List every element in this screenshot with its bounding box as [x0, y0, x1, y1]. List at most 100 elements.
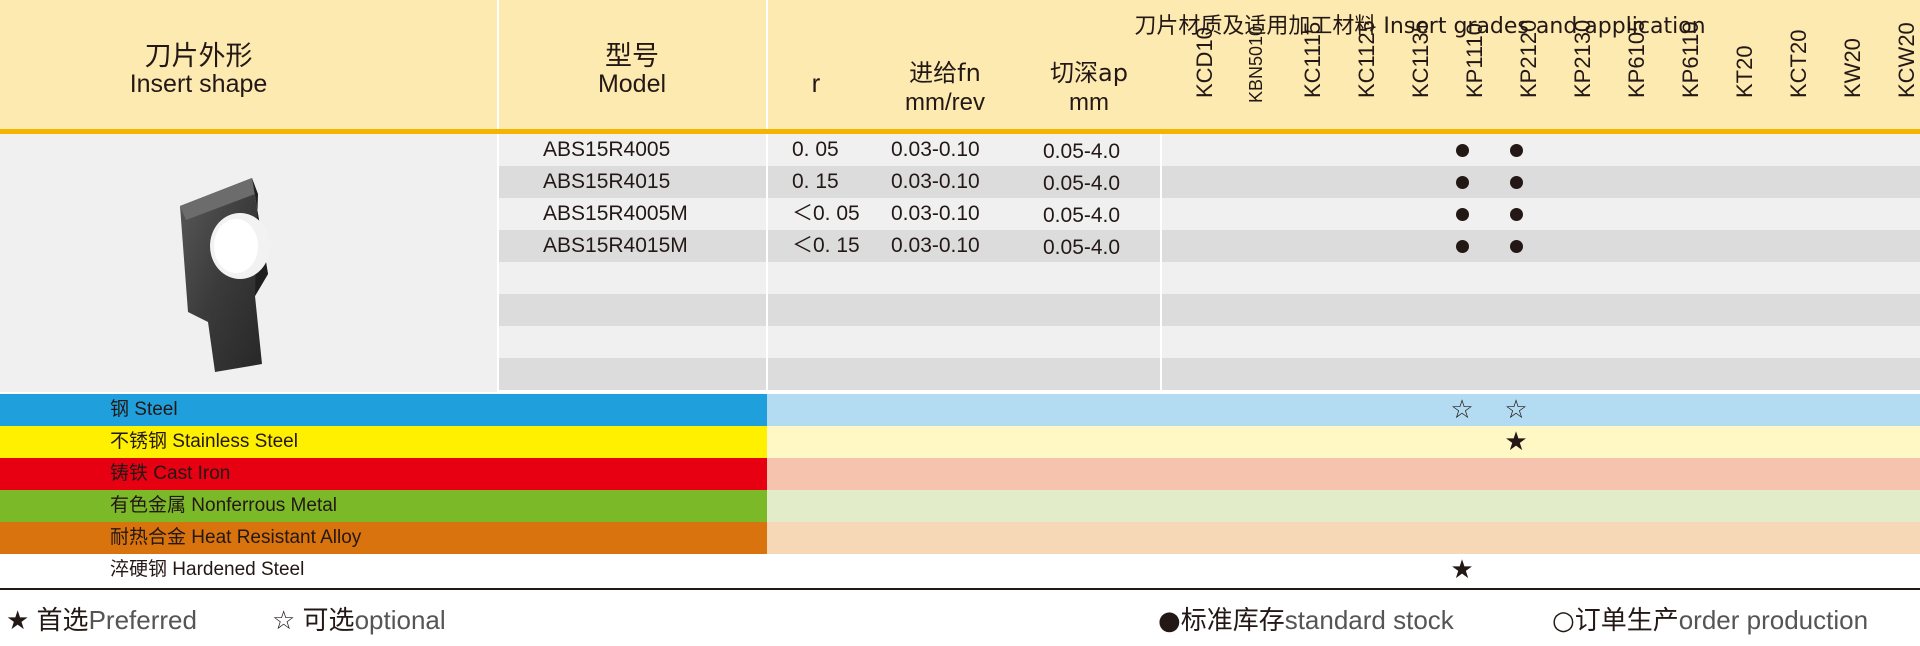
- grade-header: KCW20: [1867, 22, 1920, 126]
- grade-header: KP6105: [1597, 20, 1651, 126]
- grade-header-label: KC1115: [1300, 21, 1325, 98]
- feed-header: 进给fn: [909, 59, 981, 87]
- empty-row: [499, 358, 1920, 390]
- grade-header-label: KCW20: [1894, 22, 1919, 98]
- grade-header-label: KCD10: [1192, 27, 1217, 98]
- stock-dot-icon: [1509, 240, 1523, 253]
- grade-header-label: KCT20: [1786, 29, 1811, 98]
- grade-header: KP1110: [1435, 23, 1489, 126]
- legend-order: ○订单生产order production: [1552, 605, 1869, 636]
- grade-header: KBN5010: [1219, 26, 1273, 126]
- preferred-star-icon: ★: [1450, 555, 1474, 585]
- hollow-dot-icon: ○: [1552, 606, 1575, 636]
- material-grade-band: [767, 522, 1920, 554]
- material-label: 钢 Steel: [110, 399, 178, 420]
- feed-unit: mm/rev: [905, 89, 985, 116]
- grooving-insert-icon: [180, 178, 270, 372]
- stock-dot-icon: [1455, 144, 1469, 157]
- material-grade-band: [767, 554, 1920, 586]
- r-header: r: [811, 68, 821, 98]
- grade-header-label: KT20: [1732, 45, 1757, 98]
- grade-header: KW20: [1813, 38, 1867, 126]
- empty-row: [499, 326, 1920, 358]
- stock-dot-icon: [1509, 208, 1523, 221]
- table-row: ABS15R4005 0. 05 0.03-0.10 0.05-4.0: [499, 134, 1920, 166]
- grade-header-label: KBN5010: [1246, 25, 1266, 103]
- material-color-swatch: [0, 394, 767, 426]
- grade-header: KCD10: [1165, 27, 1219, 126]
- depth-unit: mm: [1069, 89, 1109, 116]
- table-row: ABS15R4015 0. 15 0.03-0.10 0.05-4.0: [499, 166, 1920, 198]
- material-color-swatch: [0, 522, 767, 554]
- empty-row: [499, 294, 1920, 326]
- empty-row: [499, 262, 1920, 294]
- depth-cell: 0.05-4.0: [1043, 172, 1121, 195]
- model-header-en: Model: [597, 70, 667, 98]
- material-row: 有色金属 Nonferrous Metal: [0, 490, 1920, 522]
- material-label: 不锈钢 Stainless Steel: [110, 431, 298, 452]
- material-row: 钢 Steel ☆ ☆: [0, 394, 1920, 426]
- legend-preferred: ★ 首选Preferred: [6, 605, 197, 636]
- grade-header-label: KP2130: [1570, 19, 1595, 98]
- r-cell: ＜0. 15: [792, 234, 860, 257]
- stock-dot-icon: [1509, 144, 1523, 157]
- material-color-swatch: [0, 554, 767, 586]
- optional-star-icon: ☆: [1450, 395, 1474, 425]
- grade-header: KT20: [1705, 45, 1759, 126]
- outline-star-icon: ☆: [272, 606, 296, 636]
- depth-cell: 0.05-4.0: [1043, 236, 1121, 259]
- insert-image-area: [0, 134, 497, 392]
- material-label: 有色金属 Nonferrous Metal: [110, 495, 338, 516]
- grade-header-label: KP6105: [1624, 19, 1649, 98]
- model-header-cn: 型号: [605, 41, 659, 72]
- filled-star-icon: ★: [6, 606, 30, 636]
- table-row: ABS15R4015M ＜0. 15 0.03-0.10 0.05-4.0: [499, 230, 1920, 262]
- legend-stock: ●标准库存standard stock: [1158, 605, 1454, 636]
- material-label: 淬硬钢 Hardened Steel: [110, 559, 305, 580]
- depth-header: 切深ap: [1050, 59, 1128, 87]
- table-row: ABS15R4005M ＜0. 05 0.03-0.10 0.05-4.0: [499, 198, 1920, 230]
- model-cell: ABS15R4005M: [543, 202, 688, 225]
- material-label: 铸铁 Cast Iron: [110, 463, 231, 484]
- grade-header-label: KW20: [1840, 38, 1865, 98]
- legend-optional: ☆ 可选optional: [272, 605, 446, 636]
- header-divider: [0, 129, 1920, 134]
- shape-header-cn: 刀片外形: [144, 41, 253, 72]
- material-grade-band: [767, 458, 1920, 490]
- material-grade-band: [767, 426, 1920, 458]
- material-label: 耐热合金 Heat Resistant Alloy: [110, 527, 362, 548]
- r-cell: 0. 15: [792, 170, 839, 193]
- model-cell: ABS15R4015: [543, 170, 671, 193]
- grade-header: KC1115: [1273, 22, 1327, 126]
- material-row: 不锈钢 Stainless Steel ★: [0, 426, 1920, 458]
- filled-dot-icon: ●: [1158, 606, 1181, 636]
- shape-header-en: Insert shape: [129, 70, 268, 98]
- stock-dot-icon: [1455, 176, 1469, 189]
- model-cell: ABS15R4015M: [543, 234, 688, 257]
- feed-cell: 0.03-0.10: [891, 202, 980, 225]
- material-row: 耐热合金 Heat Resistant Alloy: [0, 522, 1920, 554]
- grades-title: 刀片材质及适用加工材料 Insert grades and applicatio…: [1134, 14, 1706, 39]
- stock-dot-icon: [1455, 240, 1469, 253]
- optional-star-icon: ☆: [1504, 395, 1528, 425]
- material-grade-band: [767, 394, 1920, 426]
- grade-header: KP2120: [1489, 20, 1543, 126]
- preferred-star-icon: ★: [1504, 427, 1528, 457]
- feed-cell: 0.03-0.10: [891, 138, 980, 161]
- feed-cell: 0.03-0.10: [891, 234, 980, 257]
- grade-header-label: KP6110: [1678, 21, 1703, 98]
- r-cell: 0. 05: [792, 138, 839, 161]
- material-grade-band: [767, 490, 1920, 522]
- grade-header-label: KP1110: [1462, 22, 1487, 98]
- grade-header-label: KC1125: [1354, 20, 1379, 98]
- grade-header-label: KP2120: [1516, 19, 1541, 98]
- stock-dot-icon: [1509, 176, 1523, 189]
- material-color-swatch: [0, 426, 767, 458]
- grade-header: KP6110: [1651, 21, 1705, 126]
- feed-cell: 0.03-0.10: [891, 170, 980, 193]
- depth-cell: 0.05-4.0: [1043, 204, 1121, 227]
- grade-header-label: KC1135: [1408, 20, 1433, 98]
- grade-header: KCT20: [1759, 30, 1813, 126]
- grade-header: KP2130: [1543, 20, 1597, 126]
- grade-header: KC1125: [1327, 20, 1381, 126]
